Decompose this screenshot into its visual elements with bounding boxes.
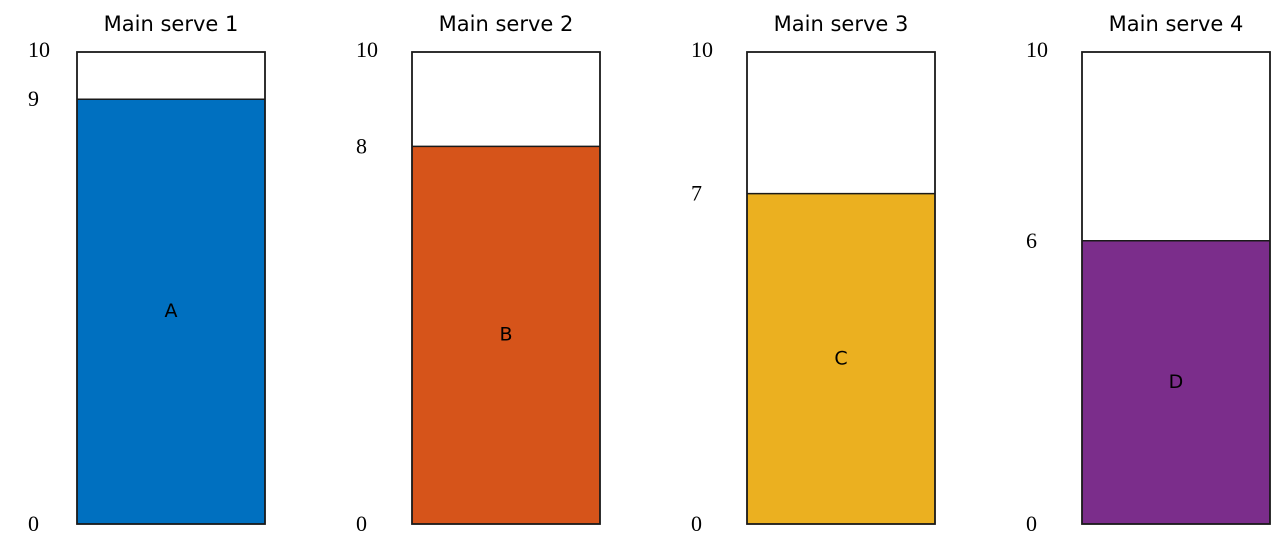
tick-label-min-4: 0 (1026, 511, 1037, 536)
tick-label-max-3: 10 (691, 37, 713, 62)
tick-label-max-2: 10 (356, 37, 378, 62)
tick-label-value-2: 8 (356, 133, 367, 158)
panel-1: Main serve 1 10 9 0 A (28, 12, 266, 536)
tick-label-value-1: 9 (28, 86, 39, 111)
panel-title-4: Main serve 4 (1109, 12, 1244, 36)
bar-3 (747, 193, 935, 524)
capacity-box-2 (411, 51, 601, 525)
panel-title-2: Main serve 2 (439, 12, 574, 36)
bar-label-1: A (165, 300, 178, 322)
tick-label-min-1: 0 (28, 511, 39, 536)
bar-label-3: C (834, 347, 847, 369)
bar-1 (77, 99, 265, 524)
bar-2 (412, 146, 600, 524)
capacity-box-1 (76, 51, 266, 525)
bar-label-4: D (1169, 371, 1184, 393)
capacity-remainder-4 (1082, 52, 1270, 241)
tick-label-value-4: 6 (1026, 228, 1037, 253)
capacity-box-4 (1081, 51, 1271, 525)
capacity-remainder-1 (77, 52, 265, 100)
capacity-remainder-2 (412, 52, 600, 147)
capacity-remainder-3 (747, 52, 935, 194)
tick-label-min-2: 0 (356, 511, 367, 536)
bar-label-2: B (499, 324, 512, 346)
bar-4 (1082, 240, 1270, 525)
panel-title-3: Main serve 3 (774, 12, 909, 36)
capacity-box-3 (746, 51, 936, 525)
tick-label-min-3: 0 (691, 511, 702, 536)
panel-3: Main serve 3 10 7 0 C (691, 12, 936, 536)
panel-2: Main serve 2 10 8 0 B (356, 12, 601, 536)
panel-title-1: Main serve 1 (104, 12, 239, 36)
panel-4: Main serve 4 10 6 0 D (1026, 12, 1271, 536)
tick-label-max-1: 10 (28, 37, 50, 62)
tick-label-value-3: 7 (691, 181, 702, 206)
tick-label-max-4: 10 (1026, 37, 1048, 62)
